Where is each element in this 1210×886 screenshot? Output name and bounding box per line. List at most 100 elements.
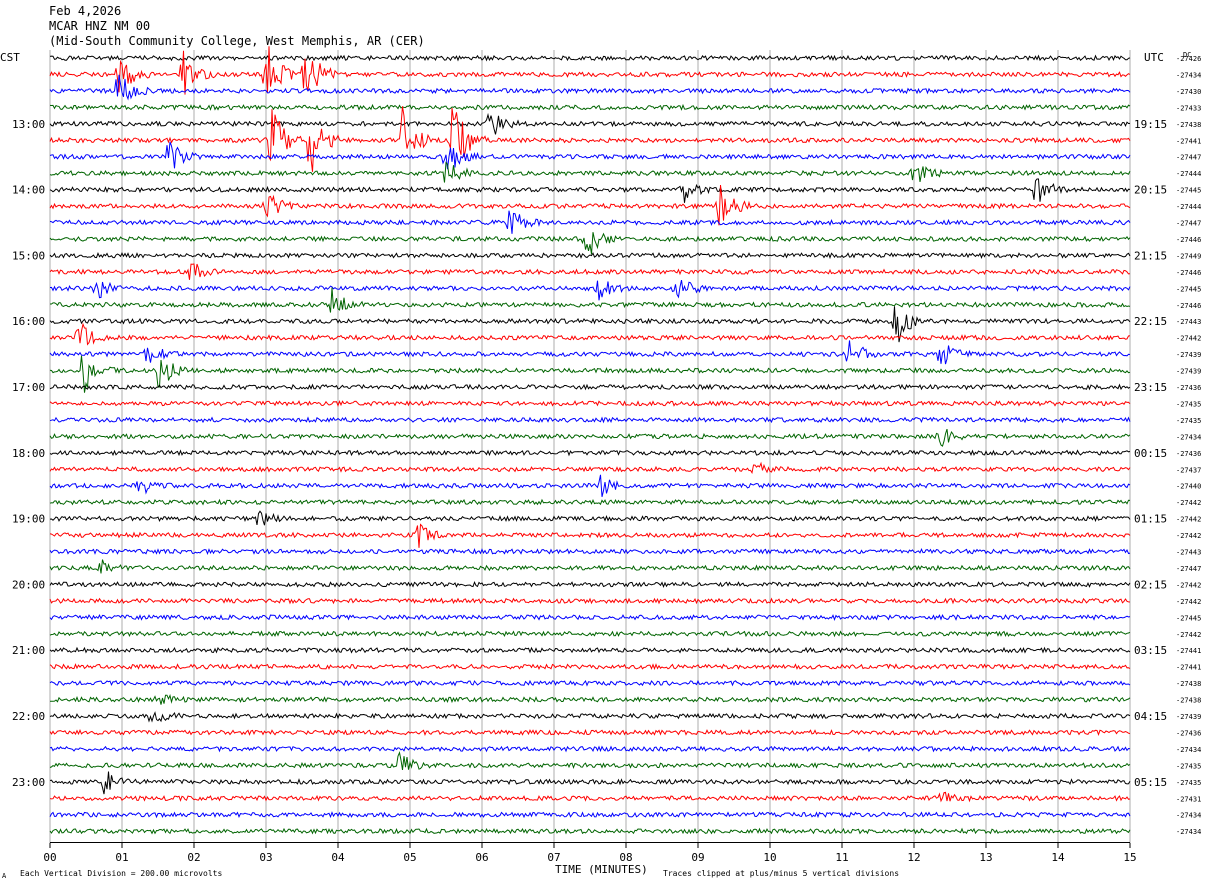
seismic-trace — [49, 791, 1131, 803]
seismic-trace — [49, 74, 1131, 101]
dc-offset-label: -27441 — [1176, 664, 1201, 672]
dc-offset-label: -27433 — [1176, 104, 1201, 112]
seismic-trace — [49, 771, 1131, 795]
left-hour-label: 15:00 — [12, 249, 45, 262]
dc-offset-label: -27435 — [1176, 400, 1201, 408]
dc-offset-label: -27442 — [1176, 499, 1201, 507]
x-tick-label: 13 — [979, 851, 992, 864]
seismic-trace — [49, 679, 1131, 687]
dc-offset-label: -27441 — [1176, 647, 1201, 655]
left-hour-label: 18:00 — [12, 447, 45, 460]
seismic-trace — [49, 728, 1131, 736]
dc-offset-label: -27442 — [1176, 581, 1201, 589]
dc-offset-label: -27443 — [1176, 318, 1201, 326]
seismic-trace — [49, 613, 1131, 621]
left-hour-label: 23:00 — [12, 776, 45, 789]
seismic-trace — [49, 103, 1131, 111]
left-hour-label: 22:00 — [12, 710, 45, 723]
dc-offset-label: -27435 — [1176, 417, 1201, 425]
left-hour-label: 20:00 — [12, 578, 45, 591]
seismic-trace — [49, 400, 1131, 408]
clip-note: Traces clipped at plus/minus 5 vertical … — [663, 869, 899, 878]
scale-note: Each Vertical Division = 200.00 microvol… — [20, 869, 222, 878]
station-code: MCAR HNZ NM 00 — [49, 19, 151, 33]
dc-offset-label: -27441 — [1176, 137, 1201, 145]
dc-offset-label: -27438 — [1176, 121, 1201, 129]
dc-offset-label: -27426 — [1176, 55, 1201, 63]
dc-offset-label: -27442 — [1176, 631, 1201, 639]
seismic-trace — [49, 597, 1131, 605]
seismic-trace — [49, 646, 1131, 654]
x-tick-label: 15 — [1123, 851, 1136, 864]
seismic-trace — [49, 428, 1131, 447]
seismic-trace — [49, 811, 1131, 819]
seismic-trace — [49, 751, 1131, 770]
seismic-trace — [49, 184, 1131, 226]
left-hour-label: 17:00 — [12, 381, 45, 394]
dc-offset-label: -27434 — [1176, 828, 1201, 836]
dc-offset-label: -27431 — [1176, 795, 1201, 803]
dc-offset-label: -27446 — [1176, 302, 1201, 310]
seismic-trace — [49, 711, 1131, 723]
seismic-trace — [49, 547, 1131, 556]
x-tick-label: 01 — [115, 851, 128, 864]
dc-offset-label: -27445 — [1176, 614, 1201, 622]
x-tick-label: 11 — [835, 851, 848, 864]
seismic-trace — [49, 523, 1131, 548]
x-tick-label: 10 — [763, 851, 776, 864]
right-hour-label: 22:15 — [1134, 315, 1167, 328]
seismic-trace — [49, 46, 1131, 95]
seismic-trace — [49, 178, 1131, 203]
dc-offset-label: -27446 — [1176, 269, 1201, 277]
seismic-trace — [49, 663, 1131, 671]
seismic-trace — [49, 827, 1131, 835]
right-hour-label: 03:15 — [1134, 644, 1167, 657]
corner-mark: A — [2, 872, 7, 880]
seismic-trace — [49, 580, 1131, 588]
right-hour-label: 23:15 — [1134, 381, 1167, 394]
left-hour-label: 19:00 — [12, 513, 45, 526]
x-tick-label: 04 — [331, 851, 345, 864]
x-tick-label: 02 — [187, 851, 200, 864]
plot-date: Feb 4,2026 — [49, 4, 122, 18]
x-tick-label: 09 — [691, 851, 704, 864]
right-timezone: UTC — [1144, 51, 1164, 64]
x-axis-line — [50, 842, 1130, 843]
dc-offset-label: -27447 — [1176, 154, 1201, 162]
left-hour-label: 16:00 — [12, 315, 45, 328]
seismic-trace — [49, 510, 1131, 526]
dc-offset-label: -27442 — [1176, 335, 1201, 343]
site-name: (Mid-South Community College, West Memph… — [49, 34, 425, 48]
right-hour-label: 04:15 — [1134, 710, 1167, 723]
right-hour-label: 19:15 — [1134, 118, 1167, 131]
seismic-trace — [49, 630, 1131, 638]
x-tick-label: 08 — [619, 851, 632, 864]
seismic-trace — [49, 383, 1131, 391]
x-tick-label: 00 — [43, 851, 56, 864]
dc-offset-label: -27449 — [1176, 252, 1201, 260]
x-axis-label: TIME (MINUTES) — [555, 863, 648, 876]
dc-offset-label: -27434 — [1176, 433, 1201, 441]
seismic-trace — [49, 210, 1131, 234]
dc-header: DC — [1183, 51, 1191, 59]
seismic-trace — [49, 279, 1131, 301]
seismic-trace — [49, 474, 1131, 498]
dc-offset-label: -27435 — [1176, 762, 1201, 770]
dc-offset-label: -27434 — [1176, 746, 1201, 754]
dc-offset-label: -27436 — [1176, 450, 1201, 458]
dc-offset-label: -27436 — [1176, 384, 1201, 392]
labels: 00 01 02 03 04 05 06 07 08 09 10 11 12 13 14 15 -27426 -2… — [12, 55, 1201, 864]
seismic-trace — [49, 449, 1131, 457]
seismic-trace — [49, 106, 1131, 172]
seismic-trace — [49, 232, 1131, 255]
seismic-trace — [49, 498, 1131, 506]
seismic-trace — [49, 263, 1131, 280]
x-tick-label: 14 — [1051, 851, 1065, 864]
seismic-trace — [49, 693, 1131, 705]
right-hour-label: 21:15 — [1134, 249, 1167, 262]
left-hour-label: 13:00 — [12, 118, 45, 131]
dc-offset-label: -27435 — [1176, 779, 1201, 787]
x-tick-label: 05 — [403, 851, 416, 864]
dc-offset-label: -27442 — [1176, 516, 1201, 524]
